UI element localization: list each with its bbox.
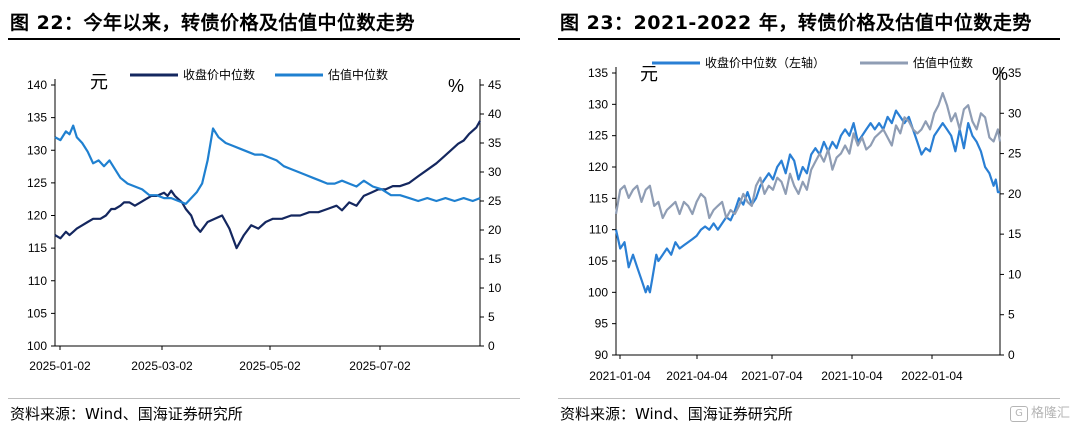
fig22-right-tick-label: 35 [488, 136, 502, 150]
fig23-x-tick-label: 2021-01-04 [589, 369, 651, 383]
fig22-x-tick-label: 2025-07-02 [349, 359, 411, 373]
fig22-right-tick-label: 5 [488, 310, 495, 324]
fig23-legend-label-2: 估值中位数 [913, 55, 973, 70]
fig22-left-tick-label: 140 [27, 78, 47, 92]
fig22-right-tick-label: 25 [488, 194, 502, 208]
watermark: G 格隆汇 [1009, 402, 1070, 422]
fig23-series-line-1 [614, 109, 1000, 294]
fig23-x-tick-label: 2022-01-04 [901, 369, 963, 383]
fig22-left-tick-label: 105 [27, 306, 47, 320]
fig23-right-tick-label: 25 [1008, 147, 1022, 161]
figure-22-source: 资料来源：Wind、国海证券研究所 [10, 405, 243, 423]
fig23-left-tick-label: 130 [588, 97, 608, 111]
fig22-right-unit: % [448, 76, 464, 96]
figure-23-source: 资料来源：Wind、国海证券研究所 [560, 405, 793, 423]
fig23-x-tick-label: 2021-04-04 [666, 369, 728, 383]
fig23-right-tick-label: 10 [1008, 267, 1022, 281]
fig23-legend-label-1: 收盘价中位数（左轴） [705, 55, 825, 70]
fig22-right-tick-label: 10 [488, 281, 502, 295]
figure-23-footer-rule [558, 398, 1060, 399]
fig23-right-unit: % [992, 64, 1008, 84]
fig22-right-tick-label: 40 [488, 107, 502, 121]
watermark-logo-icon: G [1009, 405, 1028, 422]
fig23-left-unit: 元 [640, 64, 658, 84]
fig23-right-tick-label: 30 [1008, 106, 1022, 120]
figure-22-footer-rule [8, 398, 520, 399]
fig23-right-tick-label: 20 [1008, 187, 1022, 201]
fig22-legend-label-1: 收盘价中位数 [183, 67, 255, 82]
fig22-left-tick-label: 115 [28, 241, 47, 255]
fig23-left-tick-label: 95 [595, 317, 609, 331]
fig23-left-tick-label: 125 [588, 129, 608, 143]
fig23-right-tick-label: 0 [1008, 348, 1015, 362]
fig22-left-tick-label: 125 [27, 176, 47, 190]
figure-23-title-rule [558, 38, 1060, 40]
fig22-left-tick-label: 130 [27, 143, 47, 157]
fig23-left-tick-label: 110 [589, 223, 608, 237]
fig23-right-tick-label: 35 [1008, 66, 1022, 80]
fig23-left-tick-label: 115 [589, 191, 608, 205]
figure-22-title: 图 22：今年以来，转债价格及估值中位数走势 [10, 12, 416, 34]
fig23-left-tick-label: 120 [588, 160, 608, 174]
fig22-right-tick-label: 20 [488, 223, 502, 237]
fig23-x-tick-label: 2021-07-04 [741, 369, 803, 383]
figure-22-title-rule [8, 38, 520, 40]
fig23-left-tick-label: 135 [588, 66, 608, 80]
fig22-legend-label-2: 估值中位数 [328, 67, 388, 82]
fig23-left-tick-label: 90 [595, 348, 609, 362]
fig23-left-tick-label: 100 [588, 285, 608, 299]
fig23-right-tick-label: 5 [1008, 308, 1015, 322]
fig23-left-tick-label: 105 [588, 254, 608, 268]
fig22-series-line-2 [54, 124, 481, 205]
fig22-left-unit: 元 [90, 72, 108, 92]
fig22-x-tick-label: 2025-03-02 [131, 359, 193, 373]
fig23-series-line-2 [614, 91, 1002, 220]
fig22-x-tick-label: 2025-01-02 [29, 359, 91, 373]
fig22-left-tick-label: 110 [28, 274, 47, 288]
watermark-text: 格隆汇 [1030, 406, 1070, 421]
fig22-left-tick-label: 100 [27, 339, 47, 353]
fig22-right-tick-label: 45 [488, 78, 502, 92]
fig23-x-tick-label: 2021-10-04 [821, 369, 883, 383]
fig23-right-tick-label: 15 [1008, 227, 1022, 241]
fig22-left-tick-label: 120 [27, 209, 47, 223]
figure-23-title: 图 23：2021-2022 年，转债价格及估值中位数走势 [560, 12, 1032, 34]
fig22-left-tick-label: 135 [27, 111, 47, 125]
fig22-series-line-1 [54, 120, 481, 250]
fig22-x-tick-label: 2025-05-02 [239, 359, 301, 373]
fig22-right-tick-label: 0 [488, 339, 495, 353]
fig22-right-tick-label: 30 [488, 165, 502, 179]
fig22-right-tick-label: 15 [488, 252, 502, 266]
